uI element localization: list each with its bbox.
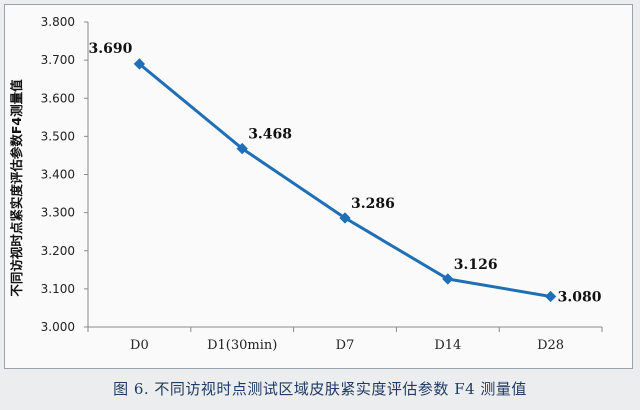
- data-labels: 3.690 3.468 3.286 3.126 3.080: [89, 41, 602, 306]
- y-tick-label: 3.200: [41, 244, 75, 258]
- chart-frame: [4, 4, 633, 369]
- x-tick-label: D1(30min): [207, 338, 277, 353]
- y-tick-label: 3.500: [41, 129, 75, 143]
- y-tick-label: 3.400: [41, 168, 75, 182]
- y-tick-label: 3.700: [41, 53, 75, 67]
- y-tick-label: 3.600: [41, 91, 75, 105]
- y-tick-label: 3.800: [41, 15, 75, 29]
- y-axis-label: 不同访视时点紧实度评估参数F4测量值: [9, 79, 24, 297]
- line-chart: 3.000 3.100 3.200 3.300 3.400 3.500 3.600 3.700…: [9, 15, 603, 353]
- y-tick-label: 3.100: [41, 282, 75, 296]
- data-point: [442, 273, 454, 285]
- x-tick-labels: D0 D1(30min) D7 D14 D28: [130, 338, 564, 353]
- data-point: [544, 290, 557, 303]
- data-label: 3.080: [558, 290, 602, 306]
- figure-caption: 图 6. 不同访视时点测试区域皮肤紧实度评估参数 F4 测量值: [113, 380, 527, 398]
- x-tick-label: D0: [130, 338, 149, 353]
- y-tick-label: 3.300: [41, 206, 75, 220]
- x-tick-label: D7: [336, 338, 355, 353]
- series-group: [133, 58, 557, 303]
- data-point: [236, 142, 248, 155]
- y-tick-labels: 3.000 3.100 3.200 3.300 3.400 3.500 3.600 3.700…: [41, 15, 75, 334]
- data-label: 3.286: [351, 196, 395, 212]
- data-label: 3.468: [248, 127, 292, 143]
- chart-axes: [84, 21, 603, 332]
- x-tick-label: D14: [434, 338, 461, 353]
- x-tick-label: D28: [537, 338, 564, 353]
- data-label: 3.126: [454, 257, 498, 273]
- y-tick-label: 3.000: [41, 320, 75, 334]
- data-label: 3.690: [89, 41, 133, 57]
- data-point: [339, 212, 351, 224]
